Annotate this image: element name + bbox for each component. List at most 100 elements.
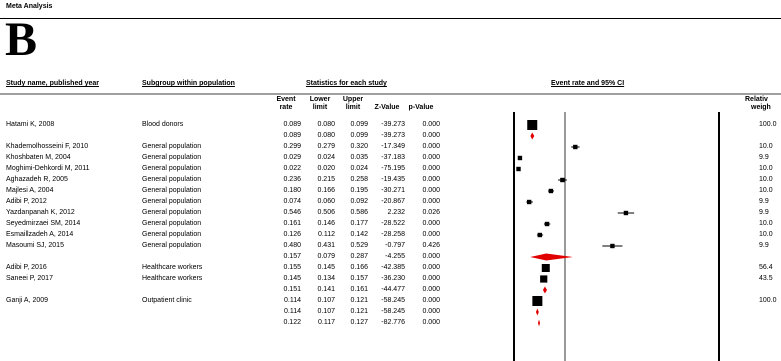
row-weight: 10.0	[759, 176, 773, 183]
row-p-value: 0.000	[422, 154, 440, 161]
study-marker	[516, 166, 521, 172]
row-weight: 100.0	[759, 297, 777, 304]
row-weight: 56.4	[759, 264, 773, 271]
study-marker	[544, 221, 550, 227]
study-marker	[540, 275, 548, 283]
row-p-value: 0.000	[422, 253, 440, 260]
row-p-value: 0.000	[422, 275, 440, 282]
row-study-name: Majlesi A, 2004	[6, 187, 54, 194]
row-upper-limit: 0.142	[350, 231, 368, 238]
row-lower-limit: 0.107	[317, 308, 335, 315]
row-p-value: 0.000	[422, 143, 440, 150]
row-z-value: -20.867	[381, 198, 405, 205]
col-upper-line2: limit	[345, 104, 361, 111]
row-study-name: Seyedmirzaei SM, 2014	[6, 220, 81, 227]
row-z-value: -75.195	[381, 165, 405, 172]
col-lower-line2: limit	[312, 104, 328, 111]
study-marker	[548, 188, 554, 194]
row-event-rate: 0.480	[283, 242, 301, 249]
row-weight: 9.9	[759, 242, 769, 249]
row-event-rate: 0.180	[283, 187, 301, 194]
row-event-rate: 0.126	[283, 231, 301, 238]
row-p-value: 0.000	[422, 319, 440, 326]
study-marker	[526, 199, 532, 205]
row-z-value: -58.245	[381, 308, 405, 315]
row-lower-limit: 0.107	[317, 297, 335, 304]
row-study-name: Esmaillzadeh A, 2014	[6, 231, 74, 238]
row-z-value: -44.477	[381, 286, 405, 293]
row-subgroup: Blood donors	[142, 121, 184, 128]
row-subgroup: General population	[142, 143, 202, 150]
row-z-value: -28.258	[381, 231, 405, 238]
page-header-rule	[0, 0, 781, 19]
row-p-value: 0.000	[422, 165, 440, 172]
row-upper-limit: 0.099	[350, 121, 368, 128]
row-study-name: Saneei P, 2017	[6, 275, 53, 282]
row-weight: 10.0	[759, 187, 773, 194]
row-p-value: 0.426	[422, 242, 440, 249]
row-z-value: -28.522	[381, 220, 405, 227]
row-lower-limit: 0.117	[318, 319, 335, 326]
row-z-value: -42.385	[381, 264, 405, 271]
row-weight: 10.0	[759, 220, 773, 227]
row-event-rate: 0.074	[283, 198, 301, 205]
row-study-name: Masoumi SJ, 2015	[6, 242, 64, 249]
row-z-value: -0.797	[385, 242, 405, 249]
row-lower-limit: 0.112	[318, 231, 335, 238]
row-weight: 9.9	[759, 209, 769, 216]
row-z-value: -58.245	[381, 297, 405, 304]
row-p-value: 0.000	[422, 297, 440, 304]
study-marker	[541, 264, 550, 272]
row-z-value: -19.435	[381, 176, 405, 183]
row-event-rate: 0.029	[283, 154, 301, 161]
header-stats: Statistics for each study	[306, 80, 387, 87]
row-weight: 10.0	[759, 165, 773, 172]
running-head: Meta Analysis	[6, 3, 53, 10]
row-subgroup: General population	[142, 242, 202, 249]
row-subgroup: General population	[142, 231, 202, 238]
row-lower-limit: 0.080	[317, 121, 335, 128]
study-marker	[517, 155, 523, 161]
col-event-line1: Event	[276, 96, 296, 103]
row-study-name: Adibi P, 2016	[6, 264, 47, 271]
row-weight: 43.5	[759, 275, 773, 282]
row-upper-limit: 0.035	[350, 154, 368, 161]
study-marker	[610, 243, 615, 249]
row-event-rate: 0.145	[283, 275, 301, 282]
row-upper-limit: 0.586	[350, 209, 368, 216]
summary-diamond	[537, 319, 541, 327]
row-weight: 10.0	[759, 231, 773, 238]
summary-diamond	[542, 286, 548, 294]
row-p-value: 0.000	[422, 132, 440, 139]
summary-diamond	[530, 132, 535, 140]
summary-diamond	[530, 253, 573, 261]
row-event-rate: 0.151	[283, 286, 301, 293]
row-upper-limit: 0.177	[350, 220, 368, 227]
row-upper-limit: 0.258	[350, 176, 368, 183]
row-p-value: 0.000	[422, 231, 440, 238]
row-study-name: Moghimi-Dehkordi M, 2011	[6, 165, 90, 172]
row-event-rate: 0.157	[283, 253, 301, 260]
figure-panel-letter: B	[5, 13, 38, 66]
row-weight: 10.0	[759, 143, 773, 150]
row-study-name: Aghazadeh R, 2005	[6, 176, 68, 183]
row-event-rate: 0.299	[283, 143, 301, 150]
summary-diamond	[535, 308, 539, 316]
header-plot: Event rate and 95% CI	[551, 80, 625, 87]
col-lower-line1: Lower	[309, 96, 331, 103]
row-upper-limit: 0.121	[350, 308, 368, 315]
row-upper-limit: 0.320	[350, 143, 368, 150]
header-subgroup: Subgroup within population	[142, 80, 235, 87]
col-weight-line1: Relativ	[745, 96, 768, 103]
row-p-value: 0.000	[422, 264, 440, 271]
row-subgroup: General population	[142, 198, 202, 205]
row-study-name: Hatami K, 2008	[6, 121, 55, 128]
row-z-value: -17.349	[381, 143, 405, 150]
row-upper-limit: 0.092	[350, 198, 368, 205]
row-weight: 9.9	[759, 198, 769, 205]
study-marker	[532, 296, 543, 306]
row-upper-limit: 0.195	[350, 187, 368, 194]
row-event-rate: 0.161	[283, 220, 301, 227]
row-upper-limit: 0.024	[350, 165, 368, 172]
row-event-rate: 0.122	[283, 319, 301, 326]
